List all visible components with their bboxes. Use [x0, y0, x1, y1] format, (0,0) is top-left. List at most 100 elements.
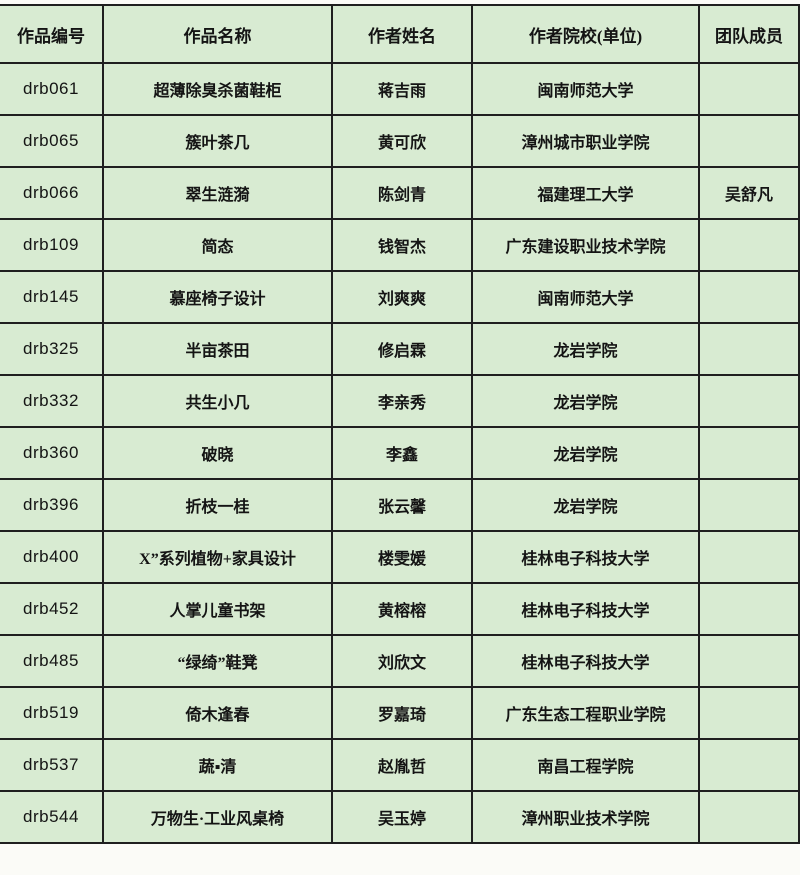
work-title-cell: X”系列植物+家具设计: [102, 530, 333, 584]
table-row: drb452 人掌儿童书架 黄榕榕 桂林电子科技大学: [0, 582, 800, 636]
team-member-cell: [698, 322, 800, 376]
school-cell: 桂林电子科技大学: [471, 634, 700, 688]
header-work-id: 作品编号: [0, 4, 104, 64]
work-title-cell: “绿绮”鞋凳: [102, 634, 333, 688]
team-member-cell: [698, 114, 800, 168]
work-id-cell: drb145: [0, 270, 104, 324]
work-title-cell: 翠生涟漪: [102, 166, 333, 220]
table-row: drb065 簇叶茶几 黄可欣 漳州城市职业学院: [0, 114, 800, 168]
table-row: drb332 共生小几 李亲秀 龙岩学院: [0, 374, 800, 428]
work-title-cell: 倚木逢春: [102, 686, 333, 740]
table-row: drb544 万物生·工业风桌椅 吴玉婷 漳州职业技术学院: [0, 790, 800, 844]
author-name-cell: 钱智杰: [331, 218, 473, 272]
work-id-cell: drb360: [0, 426, 104, 480]
table-row: drb066 翠生涟漪 陈剑青 福建理工大学 吴舒凡: [0, 166, 800, 220]
work-id-cell: drb537: [0, 738, 104, 792]
author-name-cell: 黄可欣: [331, 114, 473, 168]
author-name-cell: 蒋吉雨: [331, 62, 473, 116]
team-member-cell: [698, 530, 800, 584]
table-row: drb519 倚木逢春 罗嘉琦 广东生态工程职业学院: [0, 686, 800, 740]
header-work-title: 作品名称: [102, 4, 333, 64]
work-id-cell: drb396: [0, 478, 104, 532]
table-row: drb325 半亩茶田 修启霖 龙岩学院: [0, 322, 800, 376]
author-name-cell: 罗嘉琦: [331, 686, 473, 740]
school-cell: 闽南师范大学: [471, 62, 700, 116]
team-member-cell: [698, 478, 800, 532]
school-cell: 闽南师范大学: [471, 270, 700, 324]
table-row: drb400 X”系列植物+家具设计 楼雯媛 桂林电子科技大学: [0, 530, 800, 584]
work-title-cell: 共生小几: [102, 374, 333, 428]
school-cell: 广东建设职业技术学院: [471, 218, 700, 272]
work-title-cell: 破晓: [102, 426, 333, 480]
author-name-cell: 张云馨: [331, 478, 473, 532]
work-id-cell: drb485: [0, 634, 104, 688]
work-id-cell: drb065: [0, 114, 104, 168]
table-row: drb061 超薄除臭杀菌鞋柜 蒋吉雨 闽南师范大学: [0, 62, 800, 116]
team-member-cell: [698, 582, 800, 636]
work-id-cell: drb452: [0, 582, 104, 636]
school-cell: 龙岩学院: [471, 322, 700, 376]
work-id-cell: drb325: [0, 322, 104, 376]
table-body: drb061 超薄除臭杀菌鞋柜 蒋吉雨 闽南师范大学 drb065 簇叶茶几 黄…: [0, 62, 800, 844]
author-name-cell: 李鑫: [331, 426, 473, 480]
table-row: drb109 简态 钱智杰 广东建设职业技术学院: [0, 218, 800, 272]
team-member-cell: [698, 374, 800, 428]
author-name-cell: 赵胤哲: [331, 738, 473, 792]
team-member-cell: [698, 218, 800, 272]
author-name-cell: 黄榕榕: [331, 582, 473, 636]
author-name-cell: 修启霖: [331, 322, 473, 376]
work-id-cell: drb332: [0, 374, 104, 428]
work-id-cell: drb544: [0, 790, 104, 844]
work-id-cell: drb066: [0, 166, 104, 220]
school-cell: 龙岩学院: [471, 426, 700, 480]
team-member-cell: 吴舒凡: [698, 166, 800, 220]
work-title-cell: 蔬▪清: [102, 738, 333, 792]
author-name-cell: 刘爽爽: [331, 270, 473, 324]
team-member-cell: [698, 62, 800, 116]
work-title-cell: 慕座椅子设计: [102, 270, 333, 324]
table-row: drb485 “绿绮”鞋凳 刘欣文 桂林电子科技大学: [0, 634, 800, 688]
school-cell: 龙岩学院: [471, 478, 700, 532]
school-cell: 漳州职业技术学院: [471, 790, 700, 844]
header-team: 团队成员: [698, 4, 800, 64]
author-name-cell: 陈剑青: [331, 166, 473, 220]
work-id-cell: drb109: [0, 218, 104, 272]
entries-table: 作品编号 作品名称 作者姓名 作者院校(单位) 团队成员 drb061 超薄除臭…: [0, 4, 800, 844]
table-row: drb396 折枝一桂 张云馨 龙岩学院: [0, 478, 800, 532]
school-cell: 南昌工程学院: [471, 738, 700, 792]
table-row: drb537 蔬▪清 赵胤哲 南昌工程学院: [0, 738, 800, 792]
team-member-cell: [698, 270, 800, 324]
school-cell: 广东生态工程职业学院: [471, 686, 700, 740]
work-title-cell: 人掌儿童书架: [102, 582, 333, 636]
work-title-cell: 折枝一桂: [102, 478, 333, 532]
team-member-cell: [698, 686, 800, 740]
author-name-cell: 李亲秀: [331, 374, 473, 428]
work-title-cell: 万物生·工业风桌椅: [102, 790, 333, 844]
header-school: 作者院校(单位): [471, 4, 700, 64]
header-row: 作品编号 作品名称 作者姓名 作者院校(单位) 团队成员: [0, 4, 800, 64]
header-author-name: 作者姓名: [331, 4, 473, 64]
school-cell: 漳州城市职业学院: [471, 114, 700, 168]
work-title-cell: 半亩茶田: [102, 322, 333, 376]
table-row: drb360 破晓 李鑫 龙岩学院: [0, 426, 800, 480]
author-name-cell: 刘欣文: [331, 634, 473, 688]
work-id-cell: drb400: [0, 530, 104, 584]
school-cell: 龙岩学院: [471, 374, 700, 428]
table-row: drb145 慕座椅子设计 刘爽爽 闽南师范大学: [0, 270, 800, 324]
school-cell: 福建理工大学: [471, 166, 700, 220]
team-member-cell: [698, 738, 800, 792]
school-cell: 桂林电子科技大学: [471, 530, 700, 584]
work-title-cell: 簇叶茶几: [102, 114, 333, 168]
school-cell: 桂林电子科技大学: [471, 582, 700, 636]
work-title-cell: 简态: [102, 218, 333, 272]
team-member-cell: [698, 426, 800, 480]
author-name-cell: 吴玉婷: [331, 790, 473, 844]
work-title-cell: 超薄除臭杀菌鞋柜: [102, 62, 333, 116]
author-name-cell: 楼雯媛: [331, 530, 473, 584]
team-member-cell: [698, 790, 800, 844]
table-header: 作品编号 作品名称 作者姓名 作者院校(单位) 团队成员: [0, 4, 800, 64]
entries-table-wrapper: 作品编号 作品名称 作者姓名 作者院校(单位) 团队成员 drb061 超薄除臭…: [0, 4, 800, 844]
work-id-cell: drb061: [0, 62, 104, 116]
team-member-cell: [698, 634, 800, 688]
work-id-cell: drb519: [0, 686, 104, 740]
